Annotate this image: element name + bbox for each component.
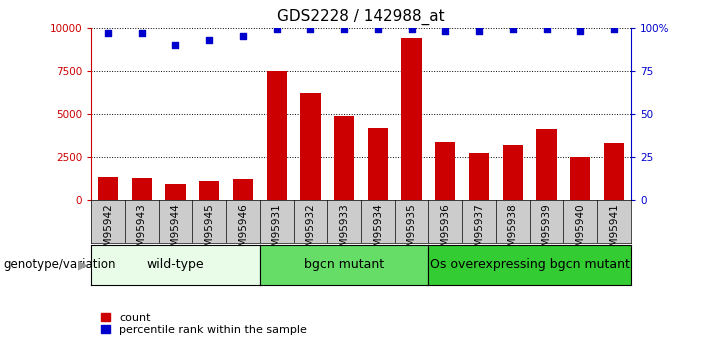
Text: GSM95938: GSM95938: [508, 204, 518, 260]
Text: GSM95939: GSM95939: [542, 204, 552, 260]
Point: [473, 28, 484, 34]
Point: [440, 28, 451, 34]
Point: [406, 27, 417, 32]
Bar: [334, 116, 354, 200]
Text: GSM95940: GSM95940: [576, 204, 585, 260]
Bar: [402, 38, 422, 200]
Bar: [199, 181, 219, 200]
Text: genotype/variation: genotype/variation: [4, 258, 116, 271]
Point: [508, 27, 519, 32]
Text: GSM95937: GSM95937: [474, 204, 484, 260]
Point: [271, 27, 283, 32]
Text: GSM95936: GSM95936: [440, 204, 450, 260]
Point: [238, 33, 249, 39]
Text: wild-type: wild-type: [147, 258, 204, 271]
Bar: [266, 71, 287, 200]
Bar: [435, 142, 456, 200]
Text: GSM95934: GSM95934: [373, 204, 383, 260]
Point: [339, 27, 350, 32]
Text: GSM95942: GSM95942: [103, 204, 113, 260]
Point: [608, 27, 620, 32]
Text: GSM95941: GSM95941: [609, 204, 619, 260]
Legend: count, percentile rank within the sample: count, percentile rank within the sample: [97, 308, 311, 339]
Title: GDS2228 / 142988_at: GDS2228 / 142988_at: [277, 9, 445, 25]
Point: [372, 27, 383, 32]
Text: GSM95933: GSM95933: [339, 204, 349, 260]
Bar: [536, 129, 557, 200]
Bar: [604, 143, 624, 200]
Text: GSM95946: GSM95946: [238, 204, 248, 260]
Bar: [503, 145, 523, 200]
Bar: [469, 152, 489, 200]
Text: GSM95944: GSM95944: [170, 204, 180, 260]
Point: [203, 37, 215, 42]
Text: ▶: ▶: [78, 258, 88, 271]
Point: [575, 28, 586, 34]
Bar: [368, 128, 388, 200]
Point: [305, 27, 316, 32]
Bar: [300, 93, 320, 200]
Text: GSM95935: GSM95935: [407, 204, 416, 260]
Text: GSM95945: GSM95945: [204, 204, 215, 260]
Text: GSM95943: GSM95943: [137, 204, 147, 260]
Bar: [98, 177, 118, 200]
Text: GSM95932: GSM95932: [306, 204, 315, 260]
Bar: [570, 157, 590, 200]
Bar: [132, 178, 152, 200]
Point: [102, 30, 114, 36]
Point: [541, 27, 552, 32]
Text: bgcn mutant: bgcn mutant: [304, 258, 384, 271]
Point: [136, 30, 147, 36]
Text: GSM95931: GSM95931: [272, 204, 282, 260]
Bar: [165, 184, 186, 200]
Text: Os overexpressing bgcn mutant: Os overexpressing bgcn mutant: [430, 258, 629, 271]
Point: [170, 42, 181, 48]
Bar: [233, 179, 253, 200]
